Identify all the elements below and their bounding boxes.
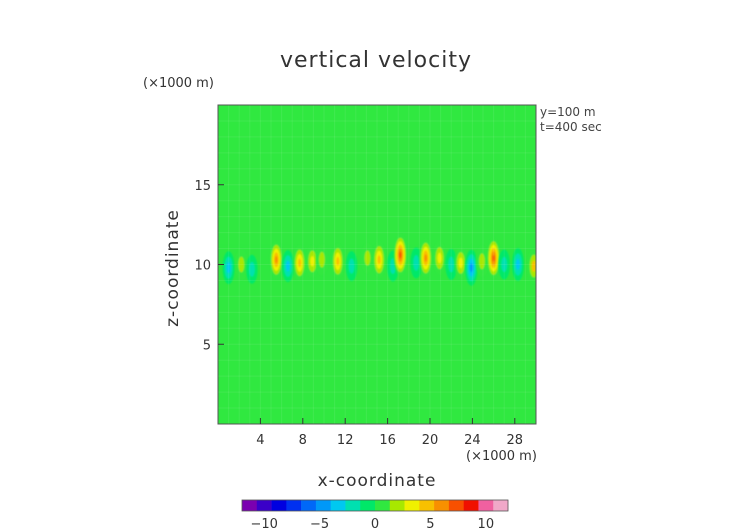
colorbar-swatch-4: [301, 500, 317, 511]
cell-18: [454, 246, 467, 279]
colorbar-swatch-16: [478, 500, 494, 511]
y-tick-label-10: 10: [194, 259, 211, 274]
colorbar-tick-5: 5: [426, 517, 434, 532]
region-near-zero-lower: [244, 275, 473, 424]
colorbar-frame: [241, 499, 509, 512]
x-unit-label: (×1000 m): [466, 449, 537, 464]
x-tick-label-24: 24: [464, 433, 481, 448]
colorbar-swatch-14: [448, 500, 464, 511]
x-tick-label-8: 8: [299, 433, 307, 448]
colorbar-swatch-10: [389, 500, 405, 511]
chart-title: vertical velocity: [279, 48, 472, 73]
axes: 4 8 12 16 20 24 28 5 10 15: [194, 104, 537, 448]
cell-2: [246, 254, 258, 284]
cell-19: [465, 249, 478, 286]
cell-3: [270, 241, 283, 279]
colorbar-swatch-1: [256, 500, 272, 511]
x-tick-label-4: 4: [256, 433, 264, 448]
colorbar-swatch-11: [404, 500, 420, 511]
colorbar-tick--10: −10: [250, 517, 277, 532]
info-line-t: t=400 sec: [540, 120, 602, 134]
region-corner-bottom-right: [484, 367, 536, 424]
cell-11: [372, 241, 386, 278]
colorbar-swatch-5: [315, 500, 331, 511]
colorbar-swatch-2: [271, 500, 287, 511]
colorbar: −10 −5 0 5 10: [241, 499, 509, 532]
cell-8: [331, 243, 344, 279]
colorbar-tick-0: 0: [371, 517, 379, 532]
cell-0: [222, 251, 235, 285]
cell-6: [306, 245, 319, 278]
colorbar-swatch-0: [242, 500, 258, 511]
colorbar-swatch-17: [493, 500, 509, 511]
colorbar-tick-10: 10: [478, 517, 495, 532]
cell-17: [445, 249, 458, 280]
cell-13: [393, 234, 407, 276]
cell-1: [235, 249, 248, 280]
cell-22: [498, 249, 511, 280]
cell-4: [281, 250, 294, 283]
cell-20: [476, 245, 488, 277]
colorbar-swatch-9: [375, 500, 391, 511]
colorbar-swatch-3: [286, 500, 302, 511]
colorbar-tick--5: −5: [310, 517, 329, 532]
cell-5: [293, 245, 306, 281]
cell-24: [527, 249, 536, 284]
cell-7: [315, 244, 328, 276]
plot-area: [218, 105, 536, 424]
x-axis-label: x-coordinate: [317, 471, 437, 491]
info-line-y: y=100 m: [540, 105, 596, 119]
cell-23: [511, 248, 524, 281]
colorbar-swatch-13: [434, 500, 450, 511]
region-near-zero-upper: [273, 105, 473, 262]
cell-10: [361, 243, 374, 274]
x-tick-label-16: 16: [379, 433, 396, 448]
cell-16: [433, 241, 446, 275]
cell-14: [410, 247, 423, 279]
cell-15: [419, 239, 433, 278]
x-tick-label-12: 12: [337, 433, 354, 448]
x-tick-label-28: 28: [507, 433, 524, 448]
y-unit-label: (×1000 m): [143, 76, 214, 91]
y-tick-label-15: 15: [194, 179, 211, 194]
y-tick-label-5: 5: [203, 338, 211, 353]
colorbar-swatch-12: [419, 500, 435, 511]
colorbar-swatch-8: [360, 500, 376, 511]
colorbar-swatch-6: [330, 500, 346, 511]
region-corner-bottom-left: [218, 366, 274, 424]
colorbar-swatch-7: [345, 500, 361, 511]
cell-9: [345, 251, 358, 282]
cell-21: [487, 238, 501, 279]
colorbar-swatch-15: [463, 500, 479, 511]
x-tick-label-20: 20: [422, 433, 439, 448]
